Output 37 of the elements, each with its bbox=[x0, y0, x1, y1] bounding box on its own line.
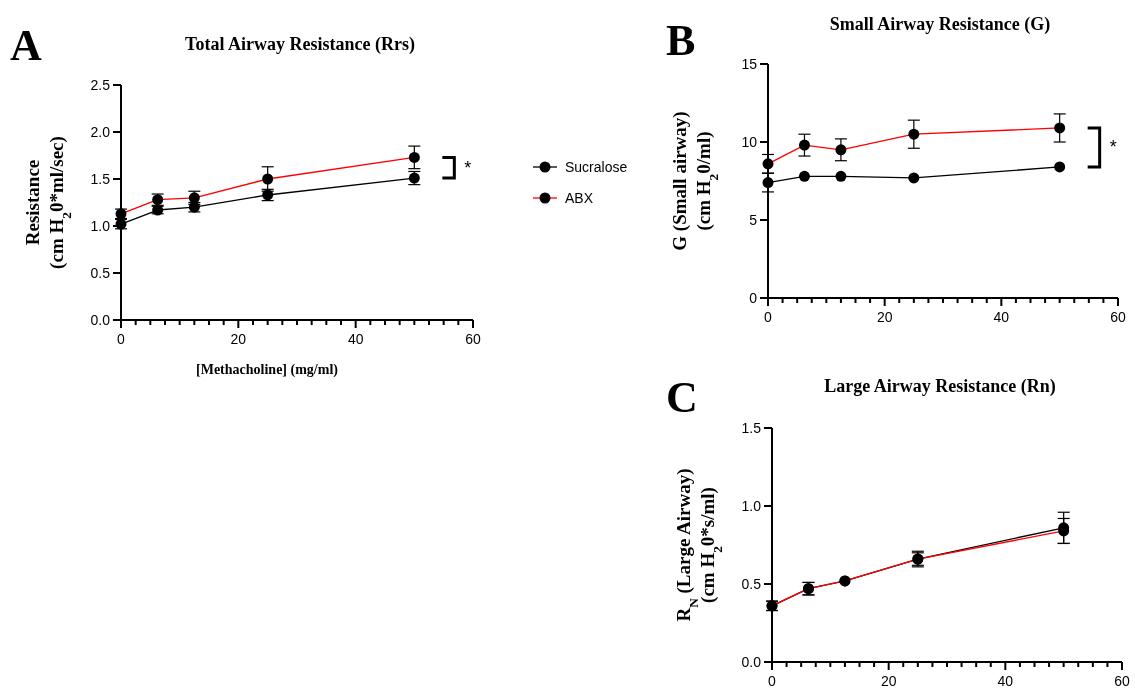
y-tick-label: 2.0 bbox=[90, 124, 111, 140]
y-tick-label: 5 bbox=[749, 212, 758, 228]
text: C bbox=[666, 373, 698, 422]
y-tick-label: 0.5 bbox=[90, 265, 111, 281]
text: B bbox=[666, 16, 696, 65]
x-tick-label: 20 bbox=[880, 673, 897, 689]
x-axis-title: [Methacholine] (mg/ml) bbox=[196, 362, 339, 378]
x-tick-label: 20 bbox=[230, 331, 247, 347]
x-tick-label: 60 bbox=[465, 331, 481, 347]
text: A bbox=[10, 21, 42, 70]
chart-title: Total Airway Resistance (Rrs) bbox=[185, 34, 415, 55]
y-tick-label: 0.0 bbox=[741, 654, 762, 670]
y-tick-label: 1.0 bbox=[90, 218, 111, 234]
chart-title: Small Airway Resistance (G) bbox=[829, 14, 1051, 35]
y-tick-label: 1.0 bbox=[741, 498, 762, 514]
y-tick-label: 0.5 bbox=[741, 576, 762, 592]
x-tick-label: 40 bbox=[993, 309, 1010, 325]
x-tick-label: 40 bbox=[347, 331, 364, 347]
chart-title: Large Airway Resistance (Rn) bbox=[824, 376, 1056, 397]
legend-label: ABX bbox=[565, 190, 594, 206]
x-tick-label: 0 bbox=[117, 331, 126, 347]
legend-label: Sucralose bbox=[565, 159, 628, 175]
x-tick-label: 0 bbox=[764, 309, 773, 325]
y-tick-label: 1.5 bbox=[741, 420, 762, 436]
x-tick-label: 20 bbox=[876, 309, 893, 325]
y-tick-label: 1.5 bbox=[90, 171, 111, 187]
y-tick-label: 10 bbox=[741, 134, 758, 150]
annotation: * bbox=[1109, 137, 1117, 158]
x-tick-label: 0 bbox=[768, 673, 777, 689]
x-tick-label: 60 bbox=[1110, 309, 1126, 325]
x-tick-label: 40 bbox=[997, 673, 1014, 689]
y-tick-label: 2.5 bbox=[90, 77, 111, 93]
y-tick-label: 15 bbox=[741, 56, 758, 72]
y-tick-label: 0 bbox=[749, 290, 758, 306]
x-tick-label: 60 bbox=[1114, 673, 1130, 689]
y-tick-label: 0.0 bbox=[90, 312, 111, 328]
annotation: * bbox=[464, 157, 472, 178]
